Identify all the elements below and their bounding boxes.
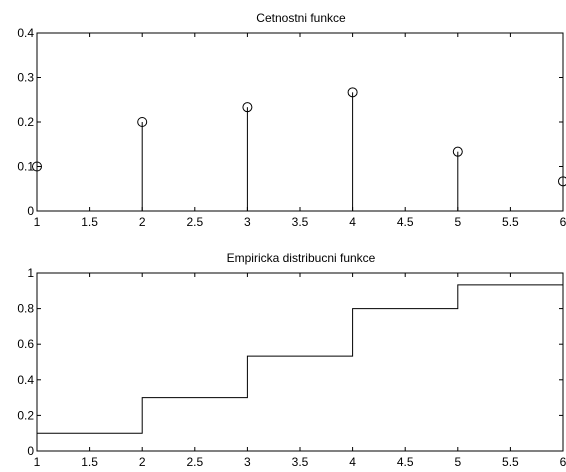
- plot-title: Cetnostni funkce: [256, 11, 346, 25]
- x-tick-label: 1: [34, 455, 41, 469]
- y-tick-label: 0.4: [17, 373, 34, 387]
- y-tick-label: 0: [27, 444, 34, 458]
- plot-title: Empiricka distribucni funkce: [227, 251, 376, 265]
- y-tick-label: 0.2: [17, 115, 34, 129]
- x-tick-label: 2.5: [186, 215, 203, 229]
- y-tick-label: 0.4: [17, 26, 34, 40]
- x-tick-label: 1.5: [81, 215, 98, 229]
- y-tick-label: 0.1: [17, 160, 34, 174]
- y-tick-label: 0: [27, 204, 34, 218]
- x-tick-label: 6: [560, 455, 566, 469]
- stem-marker: [242, 102, 253, 113]
- x-tick-label: 4.5: [397, 455, 414, 469]
- y-tick-label: 0.3: [17, 71, 34, 85]
- stairs-plot: Empiricka distribucni funkce 1 1.5 2 2.5 3 3.…: [17, 251, 566, 469]
- x-tick-label: 2: [139, 455, 146, 469]
- x-tick-label: 3: [244, 455, 251, 469]
- stem-plot: Cetnostni funkce 1 1.5 2 2.5 3 3.5 4 4.5 5 5.5 6 0 0…: [17, 11, 566, 229]
- x-tick-label: 1: [34, 215, 41, 229]
- x-tick-label: 5: [454, 455, 461, 469]
- x-tick-label: 5.5: [502, 455, 519, 469]
- axes-box: [36, 32, 564, 212]
- x-tick-label: 3.5: [292, 455, 309, 469]
- x-tick-label: 5: [454, 215, 461, 229]
- x-tick-label: 3: [244, 215, 251, 229]
- x-tick-label: 2.5: [186, 455, 203, 469]
- x-tick-label: 4.5: [397, 215, 414, 229]
- x-tick-label: 2: [139, 215, 146, 229]
- x-tick-label: 4: [349, 455, 356, 469]
- y-tick-label: 1: [27, 266, 34, 280]
- x-tick-label: 1.5: [81, 455, 98, 469]
- x-tick-label: 4: [349, 215, 356, 229]
- stem-marker: [137, 117, 148, 127]
- y-tick-label: 0.2: [17, 408, 34, 422]
- y-tick-label: 0.6: [17, 337, 34, 351]
- stem-marker: [452, 146, 463, 157]
- stem-marker: [347, 87, 358, 98]
- stairs-line: [37, 273, 564, 434]
- x-tick-label: 6: [560, 215, 566, 229]
- stem-marker: [558, 176, 566, 187]
- x-tick-label: 5.5: [502, 215, 519, 229]
- x-tick-label: 3.5: [292, 215, 309, 229]
- y-tick-label: 0.8: [17, 302, 34, 316]
- axes-box: [36, 272, 564, 452]
